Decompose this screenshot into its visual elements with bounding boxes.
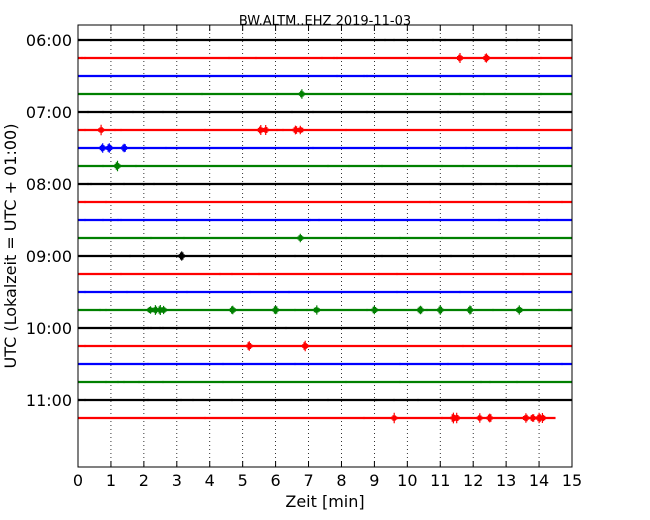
trace-noise xyxy=(78,200,572,204)
trace-noise xyxy=(78,380,572,384)
y-axis-label: UTC (Lokalzeit = UTC + 01:00) xyxy=(1,124,20,369)
trace-noise xyxy=(78,92,572,96)
x-tick-label: 1 xyxy=(106,471,116,490)
trace-event xyxy=(476,413,483,423)
trace-event xyxy=(160,305,167,315)
trace-event xyxy=(229,305,236,315)
trace-event xyxy=(466,305,473,315)
x-tick-label: 6 xyxy=(271,471,281,490)
x-tick-label: 9 xyxy=(369,471,379,490)
plot-frame xyxy=(77,24,573,468)
x-tick-label: 0 xyxy=(73,471,83,490)
trace-event xyxy=(272,305,279,315)
trace-event xyxy=(417,305,424,315)
trace-event xyxy=(297,233,304,243)
x-tick-label: 3 xyxy=(172,471,182,490)
x-tick-label: 12 xyxy=(463,471,483,490)
x-tick-label: 5 xyxy=(238,471,248,490)
x-tick-label: 2 xyxy=(139,471,149,490)
y-tick-label: 10:00 xyxy=(26,319,72,338)
trace-event xyxy=(246,341,253,351)
trace-event xyxy=(152,305,159,315)
y-tick-label: 09:00 xyxy=(26,247,72,266)
x-tick-label: 11 xyxy=(430,471,450,490)
trace-event xyxy=(391,412,398,424)
trace-event xyxy=(450,412,457,424)
trace-noise xyxy=(78,164,572,168)
trace-event xyxy=(157,305,164,315)
trace-noise xyxy=(78,362,572,366)
trace-noise xyxy=(78,290,572,294)
trace-event xyxy=(257,125,264,135)
trace-event xyxy=(121,143,128,153)
trace-event xyxy=(114,160,121,172)
x-tick-label: 14 xyxy=(529,471,549,490)
trace-noise xyxy=(78,218,572,222)
trace-event xyxy=(486,413,493,423)
trace-noise xyxy=(78,146,572,150)
trace-event xyxy=(297,125,304,135)
trace-event xyxy=(371,305,378,315)
chart-title: BW.ALTM..EHZ 2019-11-03 xyxy=(239,14,411,29)
y-axis: 06:00 07:00 08:00 09:00 10:00 11:00 xyxy=(26,31,572,410)
x-gridlines xyxy=(110,25,540,467)
x-tick-label: 4 xyxy=(205,471,215,490)
trace-event xyxy=(536,412,543,424)
trace-event xyxy=(437,305,444,315)
trace-event xyxy=(106,143,113,153)
x-tick-label: 13 xyxy=(496,471,516,490)
x-tick-label: 15 xyxy=(562,471,582,490)
trace-event xyxy=(99,143,106,153)
trace-noise xyxy=(78,74,572,78)
x-axis-label: Zeit [min] xyxy=(285,492,364,511)
trace-event xyxy=(147,306,154,314)
trace-event xyxy=(178,251,185,261)
trace-group xyxy=(78,38,572,424)
x-axis: 0 1 2 3 4 5 6 7 8 9 10 11 12 13 14 15 xyxy=(73,25,582,490)
y-tick-label: 07:00 xyxy=(26,103,72,122)
trace-event xyxy=(302,340,309,352)
trace-noise xyxy=(78,272,572,276)
y-tick-label: 08:00 xyxy=(26,175,72,194)
trace-event xyxy=(529,414,536,422)
trace-event xyxy=(457,53,463,63)
trace-event xyxy=(298,89,305,99)
x-tick-label: 8 xyxy=(336,471,346,490)
x-tick-label: 7 xyxy=(303,471,313,490)
trace-event xyxy=(516,305,523,315)
y-tick-label: 06:00 xyxy=(26,31,72,50)
trace-event xyxy=(522,413,529,423)
trace-event xyxy=(262,125,269,135)
trace-noise xyxy=(78,344,572,348)
trace-event xyxy=(98,124,105,136)
trace-event xyxy=(453,412,460,424)
trace-event xyxy=(539,413,546,423)
trace-event xyxy=(292,125,299,135)
trace-event xyxy=(483,53,490,63)
y-tick-label: 11:00 xyxy=(26,391,72,410)
trace-event xyxy=(313,305,320,315)
x-tick-label: 10 xyxy=(397,471,417,490)
